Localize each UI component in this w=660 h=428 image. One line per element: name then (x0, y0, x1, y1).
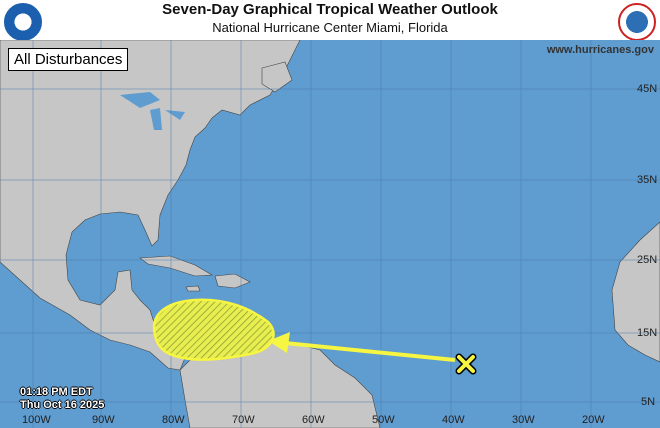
lat-label: 45N (637, 83, 658, 95)
all-disturbances-label: All Disturbances (8, 48, 129, 71)
lon-label: 30W (512, 414, 535, 426)
grid-lines (0, 40, 660, 428)
page-title: Seven-Day Graphical Tropical Weather Out… (162, 1, 498, 18)
africa (611, 221, 660, 363)
lon-label: 70W (232, 414, 255, 426)
noaa-logo (4, 3, 42, 41)
outlook-area[interactable] (152, 298, 275, 361)
website-url: www.hurricanes.gov (546, 44, 654, 56)
great-lakes (120, 92, 185, 130)
jamaica (185, 285, 201, 292)
page-subtitle: National Hurricane Center Miami, Florida (212, 20, 448, 35)
lon-label: 100W (22, 414, 51, 426)
timestamp-time: 01:18 PM EDT (20, 386, 93, 398)
lat-label: 25N (637, 254, 658, 266)
lon-label: 50W (372, 414, 395, 426)
nws-logo (618, 3, 656, 41)
timestamp: 01:18 PM EDT Thu Oct 16 2025 (20, 386, 104, 412)
north-america (0, 40, 301, 371)
lon-label: 90W (92, 414, 115, 426)
lon-label: 80W (162, 414, 185, 426)
timestamp-date: Thu Oct 16 2025 (20, 399, 105, 411)
movement-arrow (284, 341, 456, 362)
map[interactable] (0, 40, 660, 428)
lon-label: 40W (442, 414, 465, 426)
x-icon[interactable] (455, 353, 477, 375)
lon-label: 60W (302, 414, 325, 426)
lat-label: 15N (637, 327, 658, 339)
header: Seven-Day Graphical Tropical Weather Out… (0, 0, 660, 41)
lat-label: 35N (637, 174, 658, 186)
arrow-head (268, 332, 290, 353)
cuba (139, 255, 214, 277)
lon-label: 20W (582, 414, 605, 426)
lat-label: 5N (641, 396, 656, 408)
newfoundland (261, 61, 293, 93)
